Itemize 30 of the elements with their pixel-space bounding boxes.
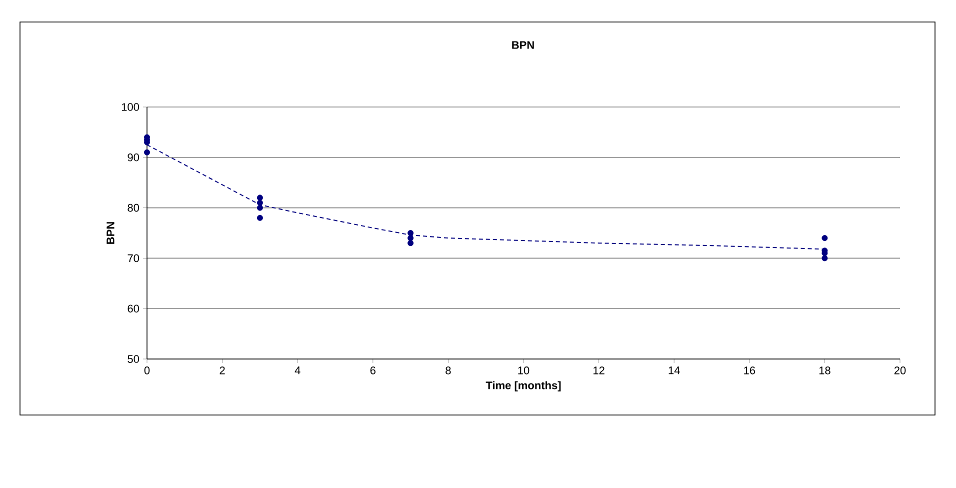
y-tick-label: 80 (128, 204, 140, 212)
point (256, 214, 263, 221)
point (144, 149, 150, 156)
x-tick-label: 2 (220, 366, 225, 374)
point (256, 204, 263, 211)
point (256, 194, 263, 201)
point (408, 235, 414, 242)
x-tick-label: 20 (894, 366, 906, 374)
y-tick-label: 50 (128, 355, 140, 363)
chart-title: BPN (512, 41, 534, 49)
x-tick-label: 16 (744, 366, 756, 374)
x-tick-label: 10 (518, 366, 530, 374)
x-tick-label: 0 (144, 366, 150, 374)
point (822, 235, 828, 242)
x-tick-label: 8 (446, 366, 451, 374)
x-tick-label: 12 (594, 366, 604, 374)
point (256, 200, 263, 206)
y-tick-label: 100 (122, 103, 140, 111)
y-tick-label: 70 (128, 254, 140, 262)
x-tick-label: 6 (370, 366, 376, 374)
y-tick-label: 60 (128, 304, 140, 312)
x-tick-label: 14 (668, 366, 680, 374)
x-tick-label: 18 (819, 366, 830, 374)
point (822, 255, 828, 262)
x-axis-title: Time [months] (486, 381, 561, 392)
point (408, 240, 414, 246)
y-axis-title: BPN (106, 222, 114, 244)
x-tick-label: 4 (294, 366, 300, 374)
y-tick-label: 90 (128, 154, 140, 162)
point (408, 230, 414, 236)
